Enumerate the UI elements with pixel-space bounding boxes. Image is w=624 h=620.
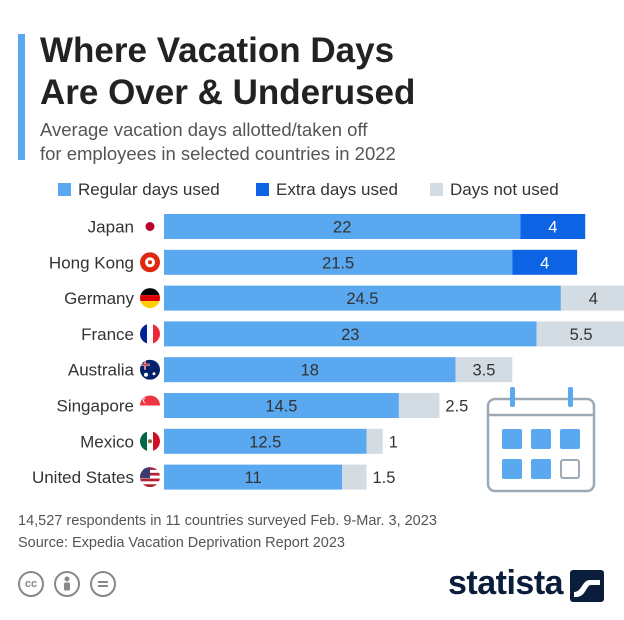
chart-title: Where Vacation Days Are Over & Underused — [40, 30, 415, 114]
legend-swatch-notused — [430, 183, 443, 196]
data-label-notused: 1 — [389, 433, 398, 451]
legend-item-extra: Extra days used — [256, 180, 398, 200]
bar-regular — [164, 428, 367, 454]
title-line-2: Are Over & Underused — [40, 73, 416, 112]
creative-commons-icon: cc — [18, 571, 44, 597]
category-label: Singapore — [56, 397, 134, 416]
calendar-icon — [486, 387, 596, 493]
bar-notused — [342, 464, 367, 490]
category-label: United States — [32, 468, 134, 487]
category-label: Hong Kong — [49, 253, 134, 272]
data-label-extra: 4 — [540, 254, 549, 272]
data-label-extra: 4 — [548, 219, 557, 237]
bar-notused — [398, 393, 440, 418]
bar-regular — [164, 321, 537, 347]
data-label-regular: 11 — [245, 469, 262, 487]
bar-regular — [164, 393, 399, 418]
bar-regular — [164, 464, 343, 490]
legend-label-extra: Extra days used — [276, 180, 398, 199]
statista-logo[interactable]: statista — [448, 564, 564, 602]
data-label-regular: 22 — [333, 219, 351, 237]
legend-item-notused: Days not used — [430, 180, 559, 200]
category-label: Australia — [68, 361, 135, 380]
category-label: Japan — [88, 218, 134, 237]
flag-icon — [140, 431, 160, 452]
data-label-notused: 5.5 — [570, 326, 593, 344]
subtitle-line-2: for employees in selected countries in 2… — [40, 143, 396, 164]
bar-regular — [164, 357, 456, 383]
data-label-notused: 2.5 — [445, 398, 468, 416]
bar-regular — [164, 249, 513, 275]
data-label-regular: 14.5 — [265, 398, 297, 416]
data-label-notused: 3.5 — [472, 362, 495, 380]
bar-notused — [455, 357, 513, 383]
flag-icon — [140, 395, 160, 416]
flag-icon — [140, 467, 160, 488]
legend-swatch-extra — [256, 183, 269, 196]
attribution-icon — [54, 571, 80, 597]
category-label: France — [81, 325, 134, 344]
title-accent-bar — [18, 34, 25, 160]
flag-icon — [140, 359, 160, 380]
subtitle-line-1: Average vacation days allotted/taken off — [40, 119, 368, 140]
legend-label-regular: Regular days used — [78, 180, 220, 199]
bar-chart: Japan 22 4 Hong Kong 21.5 4 Germany 24.5 4 France… — [32, 214, 624, 490]
survey-note: 14,527 respondents in 11 countries surve… — [18, 513, 437, 529]
bar-notused — [560, 285, 624, 311]
bar-notused — [536, 321, 624, 347]
chart-subtitle: Average vacation days allotted/taken off… — [40, 118, 396, 166]
category-label: Germany — [64, 289, 134, 308]
data-label-regular: 12.5 — [249, 433, 281, 451]
data-label-notused: 4 — [589, 290, 598, 308]
legend-swatch-regular — [58, 183, 71, 196]
legend-label-notused: Days not used — [450, 180, 559, 199]
title-line-1: Where Vacation Days — [40, 31, 395, 70]
data-label-regular: 24.5 — [346, 290, 378, 308]
statista-logo-icon — [570, 570, 604, 602]
data-label-regular: 18 — [301, 362, 319, 380]
flag-icon — [140, 323, 160, 344]
category-label: Mexico — [80, 432, 134, 451]
data-label-regular: 23 — [341, 326, 359, 344]
no-derivatives-icon — [90, 571, 116, 597]
flag-icon — [140, 216, 160, 237]
bar-notused — [366, 428, 383, 454]
data-label-regular: 21.5 — [322, 254, 354, 272]
bar-regular — [164, 214, 521, 239]
legend-item-regular: Regular days used — [58, 180, 220, 200]
bar-extra — [512, 249, 578, 275]
data-label-notused: 1.5 — [373, 469, 396, 487]
source-note: Source: Expedia Vacation Deprivation Rep… — [18, 535, 345, 551]
flag-icon — [140, 288, 160, 309]
flag-icon — [140, 252, 160, 273]
bar-extra — [520, 214, 586, 239]
bar-regular — [164, 285, 561, 311]
